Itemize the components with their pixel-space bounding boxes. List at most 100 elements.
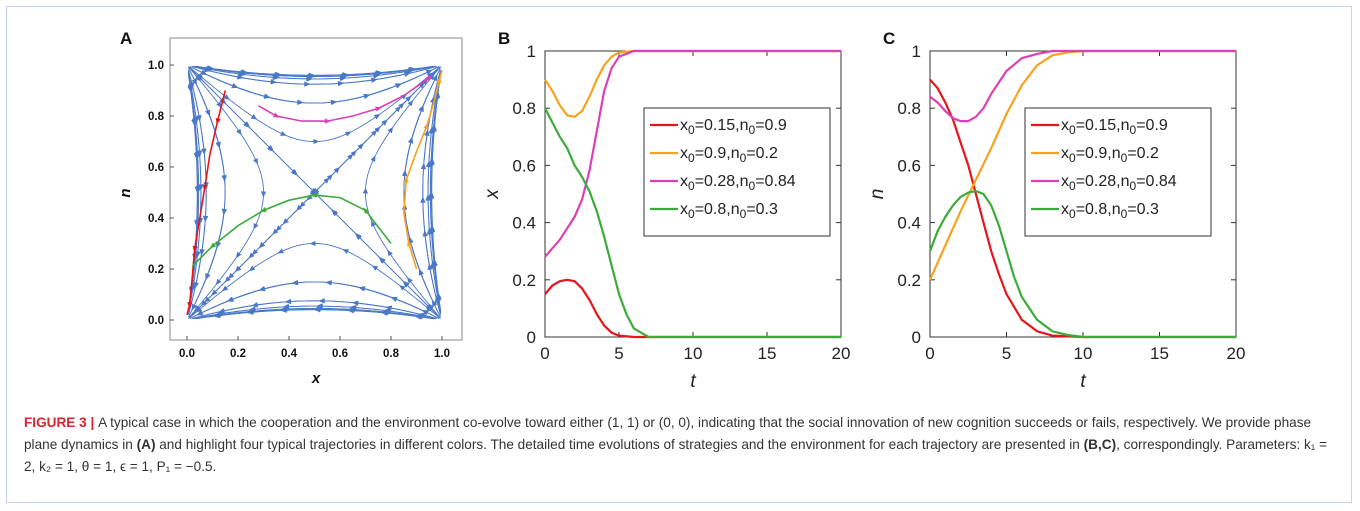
stream-arrow	[221, 209, 227, 216]
stream-arrow	[362, 187, 369, 194]
stream-arrow	[218, 308, 225, 314]
caption-ref-bc: (B,C)	[1083, 437, 1117, 452]
x-axis-label: t	[690, 371, 696, 392]
trajectory-arrow	[375, 106, 382, 112]
y-axis-label: n	[117, 188, 134, 197]
stream-arrow	[277, 248, 284, 254]
stream-arrow	[215, 142, 221, 149]
x-tick-label: 0.6	[332, 348, 348, 360]
stream-arrow	[378, 256, 385, 263]
legend-entry: x0=0.15,n0=0.9	[680, 117, 787, 137]
stream-arrow	[239, 71, 246, 77]
stream-arrow	[326, 174, 333, 181]
stream-arrow	[231, 83, 238, 89]
stream-arrow	[387, 126, 394, 134]
stream-arrow	[407, 68, 414, 74]
stream-line	[192, 300, 437, 319]
stream-arrow	[402, 170, 408, 177]
stream-arrow	[407, 277, 413, 284]
stream-arrow	[202, 215, 209, 223]
stream-arrow	[418, 312, 425, 318]
stream-arrow	[304, 81, 311, 87]
stream-arrow	[394, 83, 402, 89]
stream-line	[188, 70, 207, 315]
stream-arrow	[236, 128, 242, 136]
x-tick-label: 0	[540, 344, 549, 363]
stream-arrow	[424, 129, 430, 136]
stream-arrow	[221, 175, 227, 182]
trajectory-red	[186, 90, 227, 316]
stream-line	[195, 65, 435, 78]
stream-line	[427, 71, 442, 313]
stream-arrow	[426, 160, 432, 167]
figure-frame	[6, 6, 1352, 503]
stream-arrow	[420, 196, 426, 203]
stream-arrow	[189, 82, 195, 89]
stream-arrow	[253, 158, 258, 165]
stream-arrow	[195, 251, 201, 258]
caption-text-3: , correspondingly. Parameters:	[1116, 437, 1304, 452]
stream-line	[194, 65, 436, 80]
trajectory-arrow	[403, 176, 409, 183]
stream-arrow	[331, 209, 338, 216]
stream-arrow	[355, 233, 362, 240]
stream-arrow	[211, 289, 218, 296]
stream-arrow	[313, 138, 320, 145]
stream-arrow	[387, 249, 393, 257]
trajectory-arrow	[423, 122, 429, 130]
y-tick-label: 1	[527, 42, 536, 61]
stream-arrow	[350, 305, 357, 311]
stream-arrow	[191, 78, 197, 86]
y-tick-label: 0.8	[897, 99, 921, 118]
stream-arrow	[426, 227, 433, 234]
stream-arrow	[221, 285, 229, 292]
y-tick-label: 0.8	[512, 99, 536, 118]
legend-entry: x0=0.28,n0=0.84	[680, 173, 796, 193]
x-tick-label: 5	[614, 344, 623, 363]
x-tick-label: 0.8	[383, 348, 400, 360]
stream-arrow	[309, 240, 316, 247]
stream-arrow	[201, 148, 207, 155]
x-tick-label: 20	[832, 344, 851, 363]
caption-parameters: k₁ = 2, k₂ = 1, θ = 1, ϵ = 1, P₁ = −0.5.	[24, 437, 1328, 474]
stream-arrow	[325, 280, 332, 286]
stream-arrow	[258, 241, 266, 249]
stream-arrow	[418, 105, 424, 113]
x-tick-label: 10	[684, 344, 703, 363]
stream-arrow	[283, 304, 290, 310]
series-line-orange	[928, 49, 1236, 281]
stream-arrow	[200, 69, 207, 75]
stream-arrow	[428, 126, 434, 134]
stream-arrow	[270, 79, 277, 85]
stream-arrow	[385, 305, 392, 311]
stream-arrow	[280, 131, 287, 136]
stream-arrow	[342, 249, 349, 254]
figure-label: FIGURE 3	[24, 415, 87, 430]
stream-arrow	[371, 77, 378, 83]
stream-arrow	[398, 102, 405, 109]
stream-arrow	[432, 300, 438, 307]
x-axis-label: x	[311, 370, 321, 387]
y-tick-label: 0.2	[512, 271, 536, 290]
x-tick-label: 0.2	[230, 348, 246, 360]
stream-arrow	[383, 308, 391, 314]
trajectory-orange	[402, 69, 443, 270]
stream-arrow	[196, 310, 203, 316]
stream-arrow	[390, 296, 398, 302]
y-tick-label: 0.6	[148, 162, 164, 174]
y-tick-label: 1.0	[148, 60, 164, 72]
stream-arrow	[408, 137, 414, 144]
trajectory-arrow	[407, 240, 413, 247]
stream-arrow	[196, 115, 202, 122]
stream-arrow	[194, 304, 201, 312]
panel-c-line-chart: 0 5 10 15 20 0 0.2 0.4 0.6 0.8 1 t n x0=0.15,n0=0.9 x0…	[867, 42, 1245, 392]
stream-arrow	[250, 114, 258, 120]
series-line-green	[544, 107, 841, 339]
stream-arrow	[195, 306, 203, 313]
x-tick-label: 0.4	[281, 348, 298, 360]
stream-arrow	[191, 304, 197, 311]
stream-arrow	[215, 278, 222, 286]
stream-arrow	[196, 74, 203, 81]
stream-arrow	[370, 155, 376, 162]
trajectory-arrow	[272, 112, 280, 118]
